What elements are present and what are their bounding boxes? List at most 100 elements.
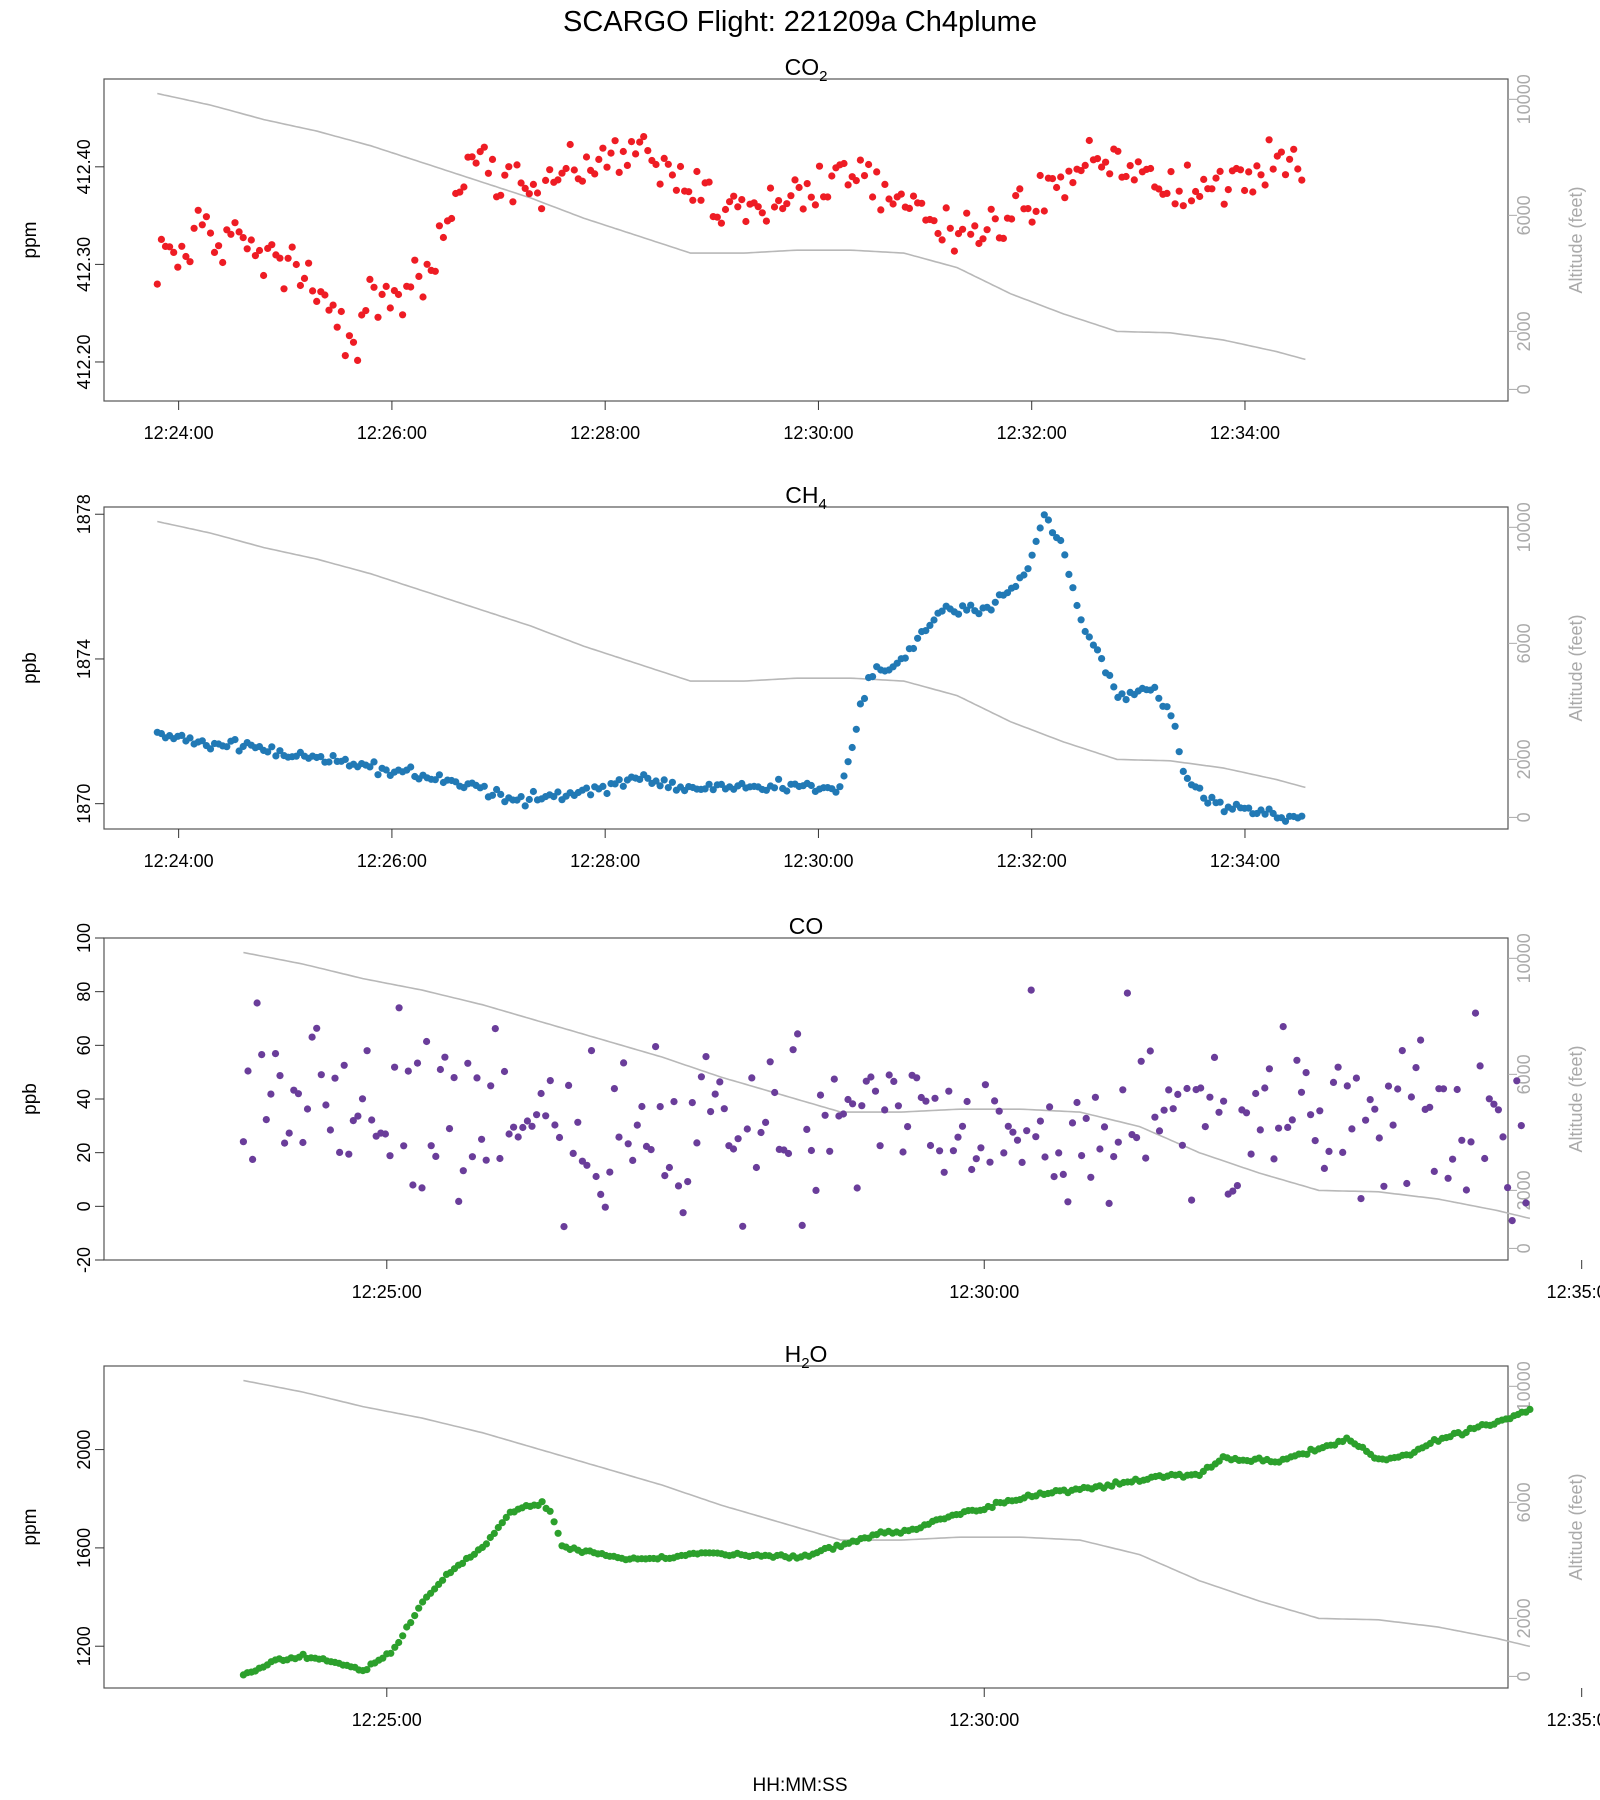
data-point xyxy=(1504,1184,1512,1192)
data-point xyxy=(309,287,317,295)
data-point xyxy=(1362,1116,1370,1124)
data-point xyxy=(409,1181,417,1189)
data-point xyxy=(1087,1173,1095,1181)
data-point xyxy=(1073,1098,1081,1107)
data-point xyxy=(926,1141,935,1150)
data-point xyxy=(239,1138,247,1146)
data-point xyxy=(260,271,268,280)
data-point xyxy=(897,190,905,198)
data-point xyxy=(491,1025,499,1033)
data-point xyxy=(525,795,533,804)
data-point xyxy=(394,290,403,299)
data-point xyxy=(1169,1105,1177,1113)
data-point xyxy=(1471,1009,1480,1017)
data-point xyxy=(689,196,697,204)
data-point xyxy=(1196,784,1204,792)
data-point xyxy=(739,1222,747,1230)
data-point xyxy=(1068,1119,1077,1127)
data-point xyxy=(958,1122,967,1130)
data-point xyxy=(432,1152,440,1160)
data-point xyxy=(1081,161,1089,169)
data-point xyxy=(1032,537,1040,546)
data-point xyxy=(783,200,791,208)
data-point xyxy=(411,1612,419,1620)
data-point xyxy=(647,1146,655,1154)
data-point xyxy=(1160,1106,1168,1114)
data-point xyxy=(354,1112,362,1120)
data-point xyxy=(599,782,607,791)
data-point xyxy=(331,1074,339,1082)
data-point xyxy=(419,293,427,301)
data-point xyxy=(587,791,595,799)
data-point xyxy=(1298,812,1306,820)
data-point xyxy=(418,1184,426,1192)
data-point xyxy=(460,183,468,191)
data-point xyxy=(407,283,415,291)
data-point xyxy=(1325,1147,1333,1155)
data-point xyxy=(345,1150,353,1158)
data-point xyxy=(975,610,983,618)
data-point xyxy=(869,673,877,681)
data-point xyxy=(1093,155,1102,163)
data-point xyxy=(676,162,685,171)
data-point xyxy=(830,1075,838,1083)
data-point xyxy=(498,1519,506,1527)
data-point xyxy=(1453,1085,1461,1094)
y-tick-label: 1874 xyxy=(74,639,94,679)
plot-frame xyxy=(103,1365,1509,1689)
data-point xyxy=(258,1051,266,1059)
data-point xyxy=(386,304,394,312)
data-point xyxy=(991,598,999,606)
y-axis-title: ppm xyxy=(20,222,41,259)
plot-frame xyxy=(103,937,1509,1261)
data-point xyxy=(1220,808,1228,816)
altitude-tick-label: 10000 xyxy=(1514,74,1534,124)
data-point xyxy=(664,784,672,792)
data-point xyxy=(811,201,820,209)
data-point xyxy=(901,654,909,662)
data-point xyxy=(285,1129,293,1137)
data-point xyxy=(459,1167,467,1175)
data-point xyxy=(844,181,852,189)
data-point xyxy=(517,179,525,187)
data-point xyxy=(1389,1121,1397,1129)
data-point xyxy=(468,1153,476,1161)
data-point xyxy=(1241,186,1249,195)
data-point xyxy=(1215,1108,1223,1116)
data-point xyxy=(709,786,717,794)
data-point xyxy=(1009,1128,1017,1136)
data-point xyxy=(1174,1090,1182,1098)
data-point xyxy=(1290,145,1298,153)
data-point xyxy=(852,725,860,733)
data-point xyxy=(1252,1089,1260,1098)
data-point xyxy=(249,1155,257,1163)
data-point xyxy=(1133,1134,1141,1142)
data-point xyxy=(752,1163,761,1172)
data-point xyxy=(1061,551,1069,559)
data-point xyxy=(914,634,922,642)
data-point xyxy=(770,784,779,792)
data-point xyxy=(1147,164,1155,173)
data-point xyxy=(358,1095,367,1103)
data-point xyxy=(166,243,174,251)
plot-frame xyxy=(103,506,1509,830)
data-point xyxy=(1085,633,1093,641)
data-point xyxy=(721,205,730,214)
data-point xyxy=(276,747,284,755)
data-point xyxy=(1167,712,1175,720)
data-point xyxy=(329,301,337,309)
data-point xyxy=(473,1074,481,1082)
y-tick-label: 40 xyxy=(74,1089,94,1109)
data-point xyxy=(1057,536,1065,545)
data-point xyxy=(514,1133,522,1141)
data-point xyxy=(795,183,803,192)
data-point xyxy=(871,1087,880,1095)
data-point xyxy=(448,214,456,223)
data-point xyxy=(668,778,677,786)
data-point xyxy=(1206,1093,1214,1101)
data-point xyxy=(1146,1047,1154,1055)
data-point xyxy=(1253,162,1261,170)
data-point xyxy=(386,1152,394,1160)
panel-title-main: CO xyxy=(785,54,820,80)
data-point xyxy=(1265,1065,1273,1073)
